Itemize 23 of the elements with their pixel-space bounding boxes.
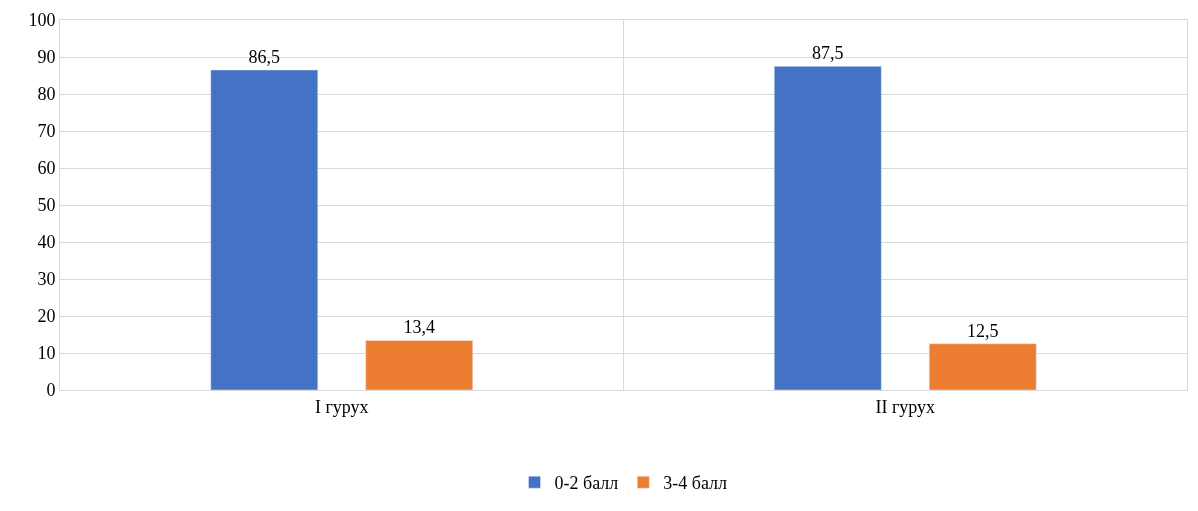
legend-label: 3-4 балл [663, 473, 728, 494]
data-label: 13,4 [403, 317, 435, 338]
y-tick-label: 60 [37, 158, 56, 179]
y-tick-label: 40 [37, 232, 56, 253]
bar [365, 340, 474, 390]
y-tick-label: 80 [37, 84, 56, 105]
data-label: 86,5 [248, 46, 281, 67]
x-tick-label: II гурух [875, 396, 936, 417]
bar [773, 66, 882, 390]
y-tick-label: 50 [37, 195, 56, 216]
bar [928, 343, 1037, 390]
y-tick-label: 90 [37, 47, 56, 68]
data-label: 12,5 [966, 320, 999, 341]
y-tick-label: 30 [37, 269, 56, 290]
y-tick-label: 100 [28, 10, 56, 31]
y-tick-label: 10 [37, 343, 56, 364]
y-tick-label: 20 [37, 306, 56, 327]
y-tick-label: 0 [46, 380, 56, 401]
y-tick-label: 70 [37, 121, 56, 142]
data-label: 87,5 [812, 43, 844, 64]
bar [210, 69, 319, 390]
legend-label: 0-2 балл [554, 473, 619, 494]
x-tick-label: I гурух [314, 396, 369, 417]
